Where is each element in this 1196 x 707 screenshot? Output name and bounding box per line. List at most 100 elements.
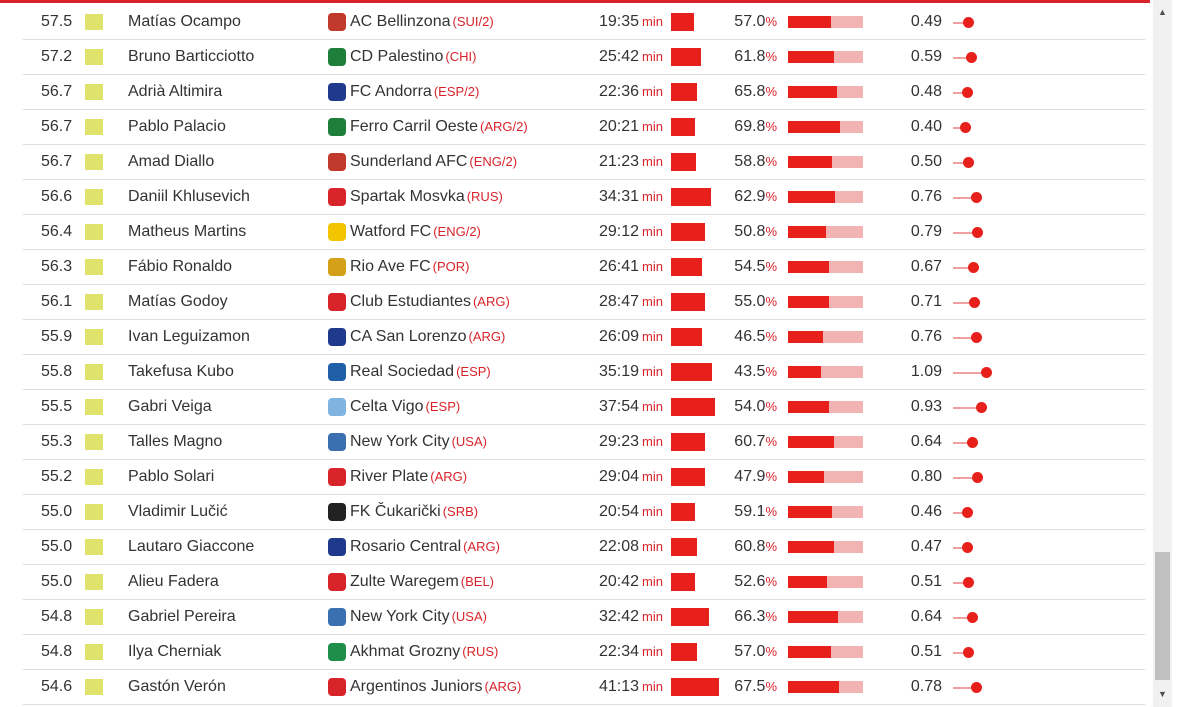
table-row[interactable]: 55.9 Ivan Leguizamon CA San Lorenzo (ARG)… bbox=[23, 320, 1145, 355]
club-cell[interactable]: Rio Ave FC (POR) bbox=[350, 250, 469, 284]
club-name-link[interactable]: Argentinos Juniors bbox=[350, 678, 483, 695]
xg-dot-icon bbox=[981, 367, 992, 378]
table-row[interactable]: 57.2 Bruno Barticciotto CD Palestino (CHI… bbox=[23, 40, 1145, 75]
club-cell[interactable]: FK Čukarički (SRB) bbox=[350, 495, 478, 529]
table-row[interactable]: 55.0 Alieu Fadera Zulte Waregem (BEL) 20:… bbox=[23, 565, 1145, 600]
table-row[interactable]: 56.3 Fábio Ronaldo Rio Ave FC (POR) 26:41… bbox=[23, 250, 1145, 285]
club-name-link[interactable]: Zulte Waregem bbox=[350, 573, 459, 590]
table-row[interactable]: 56.4 Matheus Martins Watford FC (ENG/2) 2… bbox=[23, 215, 1145, 250]
rating-value: 57.5 bbox=[41, 13, 73, 30]
player-name-link[interactable]: Alieu Fadera bbox=[128, 573, 219, 590]
club-name-link[interactable]: New York City bbox=[350, 608, 450, 625]
club-cell[interactable]: New York City (USA) bbox=[350, 600, 487, 634]
club-name-link[interactable]: Akhmat Grozny bbox=[350, 643, 461, 660]
club-cell[interactable]: Argentinos Juniors (ARG) bbox=[350, 670, 521, 704]
table-row[interactable]: 55.5 Gabri Veiga Celta Vigo (ESP) 37:54 mi… bbox=[23, 390, 1145, 425]
table-row[interactable]: 57.5 Matías Ocampo AC Bellinzona (SUI/2) … bbox=[23, 5, 1145, 40]
table-row[interactable]: 54.6 Gastón Verón Argentinos Juniors (ARG… bbox=[23, 670, 1145, 705]
club-name-link[interactable]: Sunderland AFC bbox=[350, 153, 468, 170]
player-name-link[interactable]: Gabriel Pereira bbox=[128, 608, 236, 625]
table-row[interactable]: 56.7 Adrià Altimira FC Andorra (ESP/2) 22… bbox=[23, 75, 1145, 110]
club-name-link[interactable]: New York City bbox=[350, 433, 450, 450]
club-name-link[interactable]: Rio Ave FC bbox=[350, 258, 431, 275]
club-crest-icon bbox=[328, 398, 346, 416]
club-cell[interactable]: Spartak Mosvka (RUS) bbox=[350, 180, 503, 214]
club-name-link[interactable]: Celta Vigo bbox=[350, 398, 424, 415]
rating-color-swatch bbox=[85, 504, 103, 520]
club-name-link[interactable]: River Plate bbox=[350, 468, 429, 485]
club-cell[interactable]: Sunderland AFC (ENG/2) bbox=[350, 145, 517, 179]
table-row[interactable]: 56.1 Matías Godoy Club Estudiantes (ARG) … bbox=[23, 285, 1145, 320]
club-cell[interactable]: Zulte Waregem (BEL) bbox=[350, 565, 494, 599]
xg-line bbox=[953, 687, 976, 689]
table-row[interactable]: 55.0 Vladimir Lučić FK Čukarički (SRB) 20… bbox=[23, 495, 1145, 530]
player-name-link[interactable]: Matías Ocampo bbox=[128, 13, 241, 30]
club-name-link[interactable]: Real Sociedad bbox=[350, 363, 455, 380]
league-label: (ARG) bbox=[430, 469, 468, 484]
club-cell[interactable]: Watford FC (ENG/2) bbox=[350, 215, 481, 249]
minutes-unit: min bbox=[642, 189, 663, 204]
table-row[interactable]: 56.7 Amad Diallo Sunderland AFC (ENG/2) 2… bbox=[23, 145, 1145, 180]
table-row[interactable]: 56.7 Pablo Palacio Ferro Carril Oeste (AR… bbox=[23, 110, 1145, 145]
player-name-link[interactable]: Gastón Verón bbox=[128, 678, 226, 695]
player-name-link[interactable]: Lautaro Giaccone bbox=[128, 538, 255, 555]
player-name-link[interactable]: Matías Godoy bbox=[128, 293, 228, 310]
club-name-link[interactable]: CA San Lorenzo bbox=[350, 328, 467, 345]
club-cell[interactable]: CD Palestino (CHI) bbox=[350, 40, 476, 74]
player-name-link[interactable]: Daniil Khlusevich bbox=[128, 188, 250, 205]
club-cell[interactable]: Real Sociedad (ESP) bbox=[350, 355, 491, 389]
player-name-link[interactable]: Pablo Solari bbox=[128, 468, 215, 485]
club-cell[interactable]: Celta Vigo (ESP) bbox=[350, 390, 460, 424]
club-crest-icon bbox=[328, 328, 346, 346]
pass-pct-bar bbox=[788, 506, 863, 518]
player-name-link[interactable]: Pablo Palacio bbox=[128, 118, 226, 135]
player-name-link[interactable]: Vladimir Lučić bbox=[128, 503, 228, 520]
club-cell[interactable]: Ferro Carril Oeste (ARG/2) bbox=[350, 110, 528, 144]
table-row[interactable]: 55.2 Pablo Solari River Plate (ARG) 29:04… bbox=[23, 460, 1145, 495]
player-name-link[interactable]: Talles Magno bbox=[128, 433, 223, 450]
table-row[interactable]: 54.8 Ilya Cherniak Akhmat Grozny (RUS) 22… bbox=[23, 635, 1145, 670]
club-name-link[interactable]: Rosario Central bbox=[350, 538, 462, 555]
club-cell[interactable]: FC Andorra (ESP/2) bbox=[350, 75, 479, 109]
club-name-link[interactable]: FC Andorra bbox=[350, 83, 432, 100]
club-cell[interactable]: AC Bellinzona (SUI/2) bbox=[350, 5, 494, 39]
scrollbar-thumb[interactable] bbox=[1155, 552, 1170, 680]
club-cell[interactable]: River Plate (ARG) bbox=[350, 460, 467, 494]
club-cell[interactable]: Akhmat Grozny (RUS) bbox=[350, 635, 498, 669]
table-row[interactable]: 55.8 Takefusa Kubo Real Sociedad (ESP) 35… bbox=[23, 355, 1145, 390]
player-name-link[interactable]: Adrià Altimira bbox=[128, 83, 223, 100]
xg-dot-icon bbox=[968, 262, 979, 273]
table-row[interactable]: 54.8 Gabriel Pereira New York City (USA) … bbox=[23, 600, 1145, 635]
club-crest-icon bbox=[328, 363, 346, 381]
player-name-link[interactable]: Matheus Martins bbox=[128, 223, 247, 240]
player-name-link[interactable]: Takefusa Kubo bbox=[128, 363, 234, 380]
player-name-link[interactable]: Ilya Cherniak bbox=[128, 643, 222, 660]
table-row[interactable]: 56.6 Daniil Khlusevich Spartak Mosvka (RU… bbox=[23, 180, 1145, 215]
club-name-link[interactable]: FK Čukarički bbox=[350, 503, 441, 520]
player-name-link[interactable]: Gabri Veiga bbox=[128, 398, 212, 415]
club-cell[interactable]: New York City (USA) bbox=[350, 425, 487, 459]
table-row[interactable]: 55.0 Lautaro Giaccone Rosario Central (AR… bbox=[23, 530, 1145, 565]
player-name-link[interactable]: Amad Diallo bbox=[128, 153, 215, 170]
club-cell[interactable]: Rosario Central (ARG) bbox=[350, 530, 500, 564]
player-name-link[interactable]: Fábio Ronaldo bbox=[128, 258, 233, 275]
player-name-link[interactable]: Bruno Barticciotto bbox=[128, 48, 255, 65]
club-name-link[interactable]: Watford FC bbox=[350, 223, 432, 240]
club-cell[interactable]: Club Estudiantes (ARG) bbox=[350, 285, 510, 319]
club-name-link[interactable]: CD Palestino bbox=[350, 48, 444, 65]
scroll-up-icon[interactable]: ▲ bbox=[1158, 7, 1167, 17]
scroll-down-icon[interactable]: ▼ bbox=[1158, 689, 1167, 699]
player-name-link[interactable]: Ivan Leguizamon bbox=[128, 328, 250, 345]
club-name-link[interactable]: AC Bellinzona bbox=[350, 13, 451, 30]
club-cell[interactable]: CA San Lorenzo (ARG) bbox=[350, 320, 505, 354]
minutes-unit: min bbox=[642, 364, 663, 379]
club-name-link[interactable]: Spartak Mosvka bbox=[350, 188, 465, 205]
pass-pct-value: 59.1 bbox=[734, 503, 766, 520]
club-name-link[interactable]: Ferro Carril Oeste bbox=[350, 118, 479, 135]
minutes-unit: min bbox=[642, 609, 663, 624]
pass-pct-cell: 46.5% bbox=[733, 320, 777, 354]
vertical-scrollbar[interactable]: ▲ ▼ bbox=[1153, 0, 1172, 707]
table-row[interactable]: 55.3 Talles Magno New York City (USA) 29:… bbox=[23, 425, 1145, 460]
club-crest-icon bbox=[328, 83, 346, 101]
club-name-link[interactable]: Club Estudiantes bbox=[350, 293, 471, 310]
